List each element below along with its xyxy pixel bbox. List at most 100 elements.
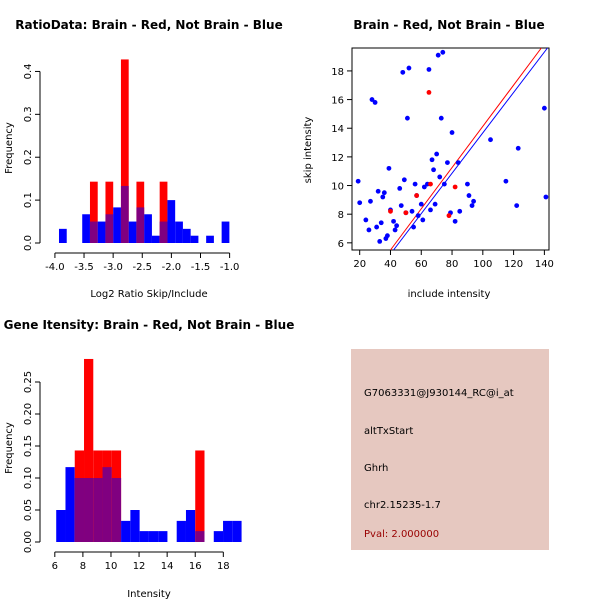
- ratio-y-axis-label: Frequency: [4, 122, 15, 174]
- gene-y-axis-label: Frequency: [4, 422, 15, 474]
- gene-bar-blue: [121, 520, 131, 542]
- gene-x-tick-label: 10: [105, 561, 118, 572]
- gene-bar-blue: [65, 467, 75, 542]
- info-probe-id: G7063331@J930144_RC@i_at: [364, 388, 514, 399]
- scatter-point-blue: [406, 65, 412, 71]
- ratio-bar-red: [89, 181, 98, 243]
- scatter-point-blue: [375, 188, 381, 194]
- gene-x-tick-label: 12: [133, 561, 146, 572]
- gene-bar-blue: [213, 531, 224, 542]
- scatter-point-red: [446, 213, 452, 219]
- gene-bar-blue: [158, 531, 168, 542]
- scatter-x-tick-label: 20: [353, 259, 366, 270]
- scatter-point-blue: [503, 178, 509, 184]
- scatter-point-blue: [398, 203, 404, 208]
- scatter-point-red: [426, 90, 432, 95]
- ratio-histogram-panel: RatioData: Brain - Red, Not Brain - Blue…: [4, 18, 283, 300]
- scatter-fit-line-red: [390, 47, 542, 251]
- gene-bar-overlap: [84, 478, 94, 542]
- ratio-bar-blue: [182, 228, 191, 243]
- gene-bars: [56, 358, 242, 542]
- ratio-bar-blue: [82, 214, 90, 243]
- gene-histogram-panel: Gene Itensity: Brain - Red, Not Brain - …: [4, 318, 295, 600]
- scatter-point-blue: [368, 198, 373, 204]
- ratio-y-tick-label: 0.1: [23, 192, 34, 208]
- gene-bar-red: [84, 358, 94, 542]
- ratio-x-tick-label: -3.0: [103, 262, 123, 273]
- ratio-bar-blue: [175, 221, 183, 243]
- ratio-x-tick-label: -4.0: [45, 262, 65, 273]
- scatter-y-tick-label: 12: [331, 153, 344, 164]
- ratio-bar-overlap: [136, 207, 145, 243]
- gene-bar-overlap: [111, 478, 122, 542]
- scatter-point-blue: [391, 218, 396, 224]
- scatter-point-blue: [457, 208, 463, 214]
- gene-bar-blue: [176, 520, 186, 542]
- gene-bar-blue: [56, 510, 66, 542]
- scatter-x-tick-label: 120: [504, 259, 523, 270]
- scatter-axes: 20 40 60 80 100 120 140 6 8 10 12 14 16 18: [331, 67, 554, 270]
- ratio-chart-title: RatioData: Brain - Red, Not Brain - Blue: [15, 18, 282, 32]
- ratio-y-tick-label: 0.3: [23, 106, 34, 122]
- gene-bar-overlap: [195, 531, 205, 542]
- scatter-point-blue: [449, 130, 455, 135]
- scatter-point-blue: [397, 185, 403, 191]
- scatter-point-blue: [432, 201, 438, 207]
- scatter-x-tick-label: 60: [415, 259, 428, 270]
- gene-x-tick-label: 8: [80, 561, 86, 572]
- ratio-bars: [58, 59, 230, 244]
- scatter-point-blue: [355, 178, 361, 184]
- scatter-point-blue: [452, 218, 458, 224]
- scatter-point-blue: [429, 157, 435, 163]
- scatter-point-blue: [437, 174, 443, 180]
- scatter-point-blue: [412, 181, 418, 187]
- scatter-point-blue: [418, 201, 424, 207]
- ratio-x-axis-label: Log2 Ratio Skip/Include: [90, 289, 207, 300]
- scatter-point-blue: [357, 200, 363, 206]
- gene-y-tick-label: 0.25: [23, 371, 34, 393]
- scatter-point-blue: [438, 115, 444, 121]
- ratio-bar-blue: [190, 235, 199, 243]
- gene-x-tick-label: 18: [217, 561, 230, 572]
- scatter-point-blue: [466, 193, 472, 198]
- ratio-bar-blue: [113, 207, 121, 243]
- info-box: [351, 349, 549, 550]
- ratio-y-tick-label: 0.4: [23, 63, 34, 79]
- scatter-point-blue: [445, 160, 450, 166]
- ratio-x-tick-label: -2.0: [162, 262, 182, 273]
- info-gene-symbol: Ghrh: [364, 463, 388, 474]
- ratio-bar-overlap: [105, 214, 114, 243]
- scatter-point-blue: [377, 239, 383, 244]
- scatter-chart-title: Brain - Red, Not Brain - Blue: [353, 18, 544, 32]
- gene-y-tick-label: 0.10: [23, 467, 34, 489]
- gene-y-tick-label: 0.20: [23, 403, 34, 425]
- gene-bar-overlap: [74, 478, 85, 542]
- scatter-point-blue: [401, 177, 407, 183]
- gene-axes: 6 8 10 12 14 16 18 0.00 0.05 0.10 0.15 0.20 0.25: [23, 371, 230, 572]
- ratio-bar-blue: [97, 221, 106, 243]
- ratio-y-tick-label: 0.2: [23, 149, 34, 165]
- ratio-bar-overlap: [159, 221, 168, 243]
- scatter-point-blue: [378, 220, 384, 226]
- scatter-point-blue: [405, 115, 410, 121]
- ratio-bar-red: [105, 181, 114, 243]
- scatter-y-tick-label: 16: [331, 96, 344, 107]
- gene-y-tick-label: 0.00: [23, 531, 34, 553]
- ratio-x-tick-label: -1.0: [220, 262, 240, 273]
- scatter-point-blue: [384, 233, 390, 239]
- gene-y-tick-label: 0.15: [23, 435, 34, 457]
- scatter-points: [355, 49, 549, 244]
- gene-bar-blue: [139, 531, 149, 542]
- scatter-point-red: [403, 210, 409, 216]
- scatter-point-blue: [366, 227, 372, 233]
- ratio-y-tick-label: 0.0: [23, 235, 34, 251]
- scatter-point-blue: [541, 105, 547, 111]
- scatter-point-blue: [374, 224, 380, 230]
- gene-x-axis-label: Intensity: [127, 589, 171, 600]
- gene-bar-blue: [148, 531, 159, 542]
- gene-bar-blue: [232, 520, 242, 542]
- gene-bar-overlap: [102, 467, 112, 542]
- scatter-point-blue: [411, 224, 416, 230]
- info-panel: G7063331@J930144_RC@i_at altTxStart Ghrh…: [351, 349, 549, 550]
- scatter-y-axis-label: skip intensity: [303, 117, 314, 184]
